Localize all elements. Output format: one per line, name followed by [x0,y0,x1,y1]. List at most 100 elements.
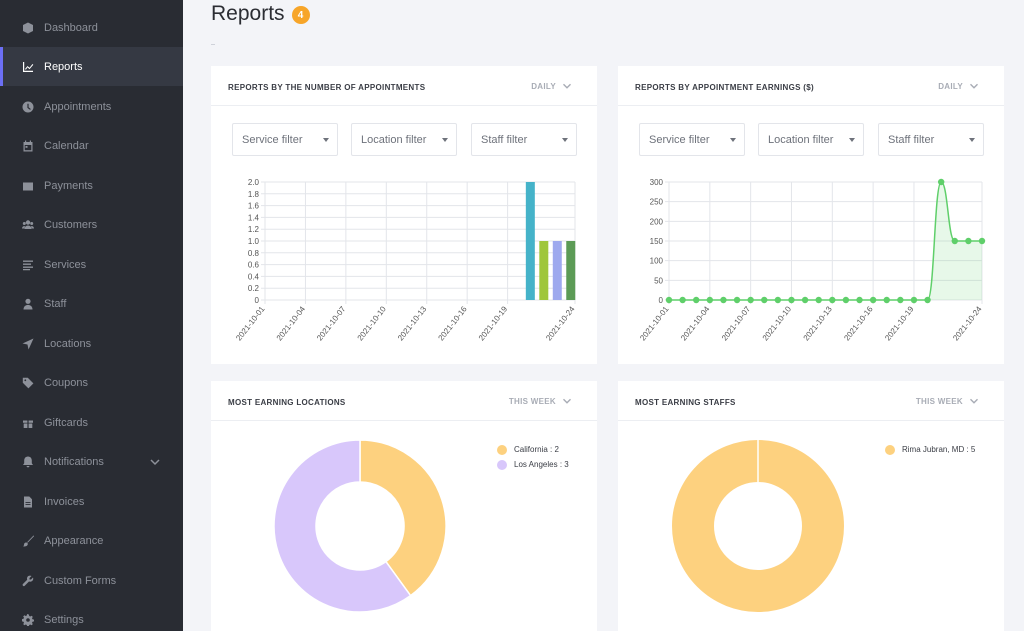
sidebar-item-calendar[interactable]: Calendar [0,126,183,165]
data-point [761,296,768,304]
y-tick-label: 0 [659,296,664,305]
sidebar-item-appointments[interactable]: Appointments [0,87,183,126]
wallet-icon [21,179,34,192]
sidebar-item-customers[interactable]: Customers [0,205,183,244]
data-point [679,296,686,304]
legend-label: California : 2 [514,445,559,454]
data-point [951,237,958,245]
x-tick-label: 2021-10-10 [356,304,389,342]
x-tick-label: 2021-10-07 [315,304,348,342]
y-tick-label: 0.4 [248,272,260,281]
locations-card: MOST EARNING LOCATIONS THIS WEEK Califor… [211,381,597,631]
sidebar-item-invoices[interactable]: Invoices [0,482,183,521]
period-label: THIS WEEK [915,396,963,406]
appointments-bar-chart: 0 0.2 0.4 0.6 0.8 1.0 1.2 1.4 1.6 1.8 2.0 2021-10-0… [234,178,577,342]
bar [525,182,535,300]
chevron-down-icon [563,398,571,404]
sidebar-item-label: Calendar [44,139,89,152]
period-dropdown[interactable]: THIS WEEK [509,396,572,406]
user-icon [21,297,34,310]
y-tick-label: 1.0 [248,237,260,246]
y-tick-label: 1.8 [248,190,260,199]
sidebar-item-label: Locations [44,337,92,350]
data-point [869,296,877,304]
legend-label: Los Angeles : 3 [514,460,569,469]
y-tick-label: 250 [650,198,664,207]
sidebar-item-notifications[interactable]: Notifications [0,442,183,481]
x-tick-label: 2021-10-16 [842,304,875,342]
y-tick-label: 0 [255,296,260,305]
clock-icon [21,100,34,113]
donut-slice [359,439,447,597]
chevron-down-icon[interactable] [149,456,161,468]
period-dropdown[interactable]: DAILY [531,81,572,91]
users-icon [21,218,34,231]
sidebar-item-reports[interactable]: Reports [0,47,183,86]
sidebar-item-custom-forms[interactable]: Custom Forms [0,561,183,600]
sidebar-item-settings[interactable]: Settings [0,600,183,631]
y-tick-label: 1.2 [248,225,260,234]
location-filter[interactable]: Location filter [351,123,457,156]
x-tick-label: 2021-10-16 [436,304,469,342]
data-point [706,296,714,304]
donut-slice [273,439,412,613]
x-tick-label: 2021-10-07 [720,304,753,342]
sidebar-item-payments[interactable]: Payments [0,166,183,205]
count-badge: 4 [291,6,310,24]
gift-icon [21,416,34,429]
sidebar-item-staff[interactable]: Staff [0,284,183,323]
sidebar-item-dashboard[interactable]: Dashboard [0,8,183,47]
caret-down-icon [969,138,975,142]
x-tick-label: 2021-10-10 [761,304,794,342]
card-header: REPORTS BY THE NUMBER OF APPOINTMENTS DA… [211,66,597,106]
data-point [978,237,986,245]
appointments-report-card: REPORTS BY THE NUMBER OF APPOINTMENTS DA… [211,66,597,364]
gear-icon [21,613,34,626]
data-point [665,296,673,304]
filter-label: Location filter [361,133,427,146]
caret-down-icon [442,138,448,142]
sidebar-item-label: Settings [44,613,84,626]
chart-legend: Rima Jubran, MD : 5 [885,442,975,457]
y-tick-label: 1.6 [248,202,260,211]
y-tick-label: 200 [650,217,664,226]
data-point [693,296,700,304]
service-filter[interactable]: Service filter [232,123,338,156]
x-tick-label: 2021-10-01 [234,304,267,342]
sidebar-item-giftcards[interactable]: Giftcards [0,403,183,442]
bar [566,241,576,300]
data-point [842,296,850,304]
period-dropdown[interactable]: THIS WEEK [916,396,979,406]
sidebar-item-coupons[interactable]: Coupons [0,363,183,402]
sidebar-item-services[interactable]: Services [0,245,183,284]
sidebar-item-label: Dashboard [44,21,98,34]
caret-down-icon [323,138,329,142]
list-icon [21,258,34,271]
service-filter[interactable]: Service filter [639,123,745,156]
sidebar-item-label: Coupons [44,376,89,389]
filter-label: Service filter [242,133,303,146]
period-label: DAILY [938,81,963,91]
data-point [815,296,822,304]
staff-filter[interactable]: Staff filter [471,123,577,156]
sidebar-item-locations[interactable]: Locations [0,324,183,363]
staff-filter[interactable]: Staff filter [878,123,984,156]
x-tick-label: 2021-10-24 [951,304,984,342]
legend-item[interactable]: California : 2 [497,442,569,457]
data-point [774,296,782,304]
filter-label: Staff filter [481,133,528,146]
x-tick-label: 2021-10-13 [396,304,429,342]
y-tick-label: 100 [650,257,664,266]
period-dropdown[interactable]: DAILY [938,81,979,91]
chevron-down-icon [970,398,978,404]
legend-item[interactable]: Los Angeles : 3 [497,457,569,472]
sidebar-item-label: Appearance [44,534,104,547]
location-filter[interactable]: Location filter [758,123,864,156]
x-tick-label: 2021-10-04 [679,304,712,342]
chevron-down-icon [970,83,978,89]
sidebar-item-appearance[interactable]: Appearance [0,521,183,560]
legend-item[interactable]: Rima Jubran, MD : 5 [885,442,975,457]
sidebar-item-label: Customers [44,218,98,231]
chart-legend: California : 2 Los Angeles : 3 [497,442,569,472]
sidebar-item-label: Staff [44,297,67,310]
